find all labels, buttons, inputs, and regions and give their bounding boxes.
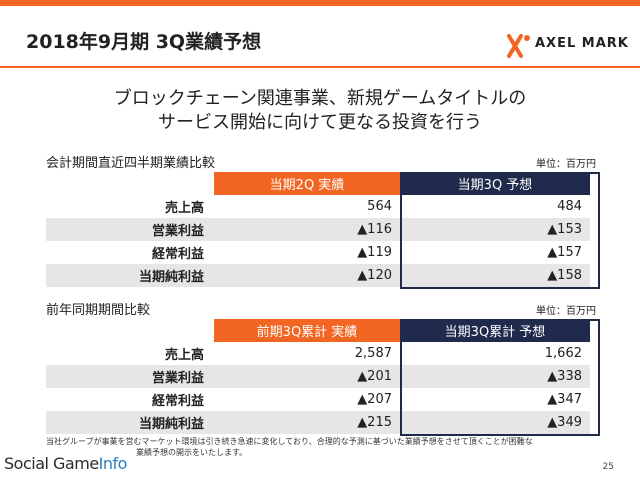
footnote-line-2: 業績予想の開示をいたします。	[136, 448, 248, 457]
title-divider	[0, 66, 640, 68]
table-row: 当期純利益 ▲120 ▲158	[46, 264, 590, 287]
header-empty	[46, 319, 214, 342]
page-title: 2018年9月期 3Q業績予想	[26, 31, 262, 53]
row-label: 売上高	[164, 348, 204, 363]
watermark-logo: Social GameInfo	[4, 454, 127, 473]
value-actual: ▲116	[214, 218, 400, 241]
yoy-table-label: 前年同期期間比較	[46, 303, 151, 318]
footnote-line-1: 当社グループが事業を営むマーケット環境は引き続き急速に変化しており、合理的な予測…	[46, 437, 533, 446]
value-forecast: 484	[557, 199, 582, 214]
col1-header: 当期2Q 実績	[214, 172, 400, 195]
page-number: 25	[602, 462, 614, 472]
axel-mark-logo	[507, 34, 530, 58]
value-actual: ▲201	[214, 365, 400, 388]
table-row: 経常利益 ▲207 ▲347	[46, 388, 590, 411]
header-empty	[46, 172, 214, 195]
quarter-table-unit: 単位：百万円	[536, 159, 596, 170]
value-forecast: ▲338	[400, 365, 590, 388]
value-actual: 564	[367, 199, 392, 214]
value-actual: ▲120	[214, 264, 400, 287]
value-forecast: 1,662	[544, 346, 582, 361]
value-forecast: ▲347	[547, 392, 582, 407]
table-row: 営業利益 ▲116 ▲153	[46, 218, 590, 241]
headline-line-2: サービス開始に向けて更なる投資を行う	[158, 112, 482, 133]
table-row: 当期純利益 ▲215 ▲349	[46, 411, 590, 434]
footnote: 当社グループが事業を営むマーケット環境は引き続き急速に変化しており、合理的な予測…	[46, 436, 601, 458]
table-header-row: 前期3Q累計 実績 当期3Q累計 予想	[46, 319, 590, 342]
value-forecast: ▲157	[547, 245, 582, 260]
row-label: 売上高	[164, 201, 204, 216]
value-actual: ▲215	[214, 411, 400, 434]
yoy-comparison-table: 前期3Q累計 実績 当期3Q累計 予想 売上高 2,587 1,662 営業利益…	[46, 319, 590, 434]
value-forecast: ▲158	[400, 264, 590, 287]
logo-mark-icon	[507, 34, 530, 58]
row-label: 経常利益	[151, 247, 204, 262]
yoy-table-unit: 単位：百万円	[536, 306, 596, 317]
row-label: 当期純利益	[46, 411, 214, 434]
top-accent-bar	[0, 0, 640, 6]
table-row: 営業利益 ▲201 ▲338	[46, 365, 590, 388]
table-row: 経常利益 ▲119 ▲157	[46, 241, 590, 264]
value-actual: 2,587	[354, 346, 392, 361]
col2-header: 当期3Q累計 予想	[400, 319, 590, 342]
table-row: 売上高 2,587 1,662	[46, 342, 590, 365]
watermark-text-secondary: Info	[98, 454, 128, 473]
quarter-table-label: 会計期間直近四半期業績比較	[46, 156, 216, 171]
value-forecast: ▲349	[400, 411, 590, 434]
row-label: 営業利益	[46, 218, 214, 241]
value-forecast: ▲153	[400, 218, 590, 241]
col2-header: 当期3Q 予想	[400, 172, 590, 195]
table-row: 売上高 564 484	[46, 195, 590, 218]
value-actual: ▲207	[357, 392, 392, 407]
table-header-row: 当期2Q 実績 当期3Q 予想	[46, 172, 590, 195]
row-label: 経常利益	[151, 394, 204, 409]
quarter-comparison-table: 当期2Q 実績 当期3Q 予想 売上高 564 484 営業利益 ▲116 ▲1…	[46, 172, 590, 287]
value-actual: ▲119	[357, 245, 392, 260]
row-label: 営業利益	[46, 365, 214, 388]
col1-header: 前期3Q累計 実績	[214, 319, 400, 342]
logo-text: AXEL MARK	[535, 36, 629, 51]
row-label: 当期純利益	[46, 264, 214, 287]
headline-line-1: ブロックチェーン関連事業、新規ゲームタイトルの	[113, 88, 527, 109]
watermark-text-primary: Social Game	[4, 454, 99, 473]
